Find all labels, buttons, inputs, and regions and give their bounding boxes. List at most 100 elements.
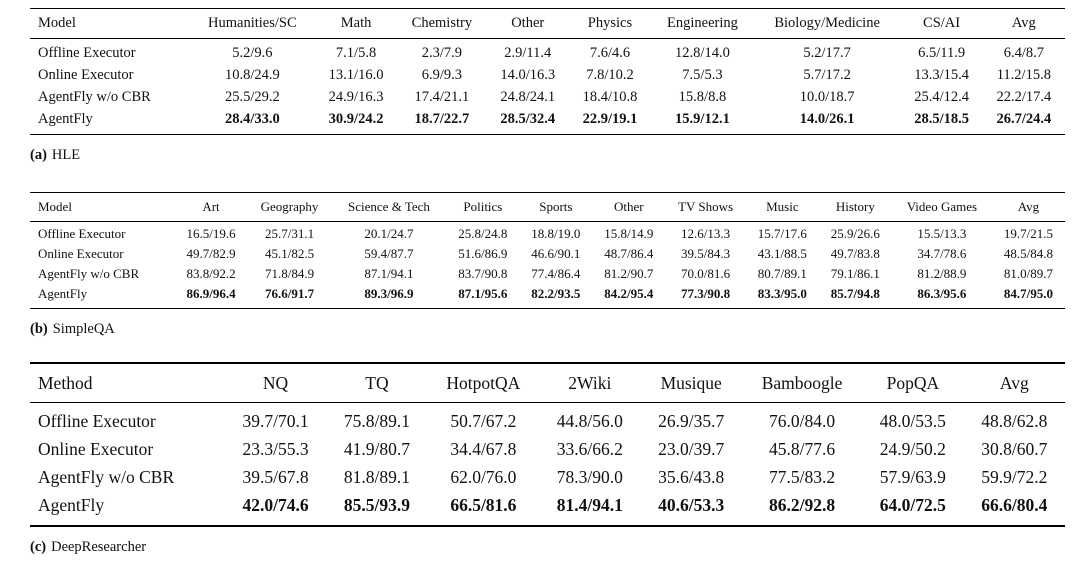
column-header: Science & Tech [331,192,447,222]
metric-cell: 23.3/55.3 [242,439,309,459]
table-section-simpleqa: Model Art Geography Science & Tech Politics S… [30,192,1065,338]
column-header: Musique [640,363,742,403]
metric-cell: 14.0/26.1 [799,111,855,127]
metric-cell: 59.4/87.7 [364,246,414,261]
results-tables-page: Model Humanities/SC Math Chemistry Other Phys… [30,8,1065,556]
metric-cell: 83.7/90.8 [458,266,508,281]
table-row: AgentFly 42.0/74.6 85.5/93.9 66.5/81.6 81.4/… [30,491,1065,526]
metric-cell: 7.5/5.3 [682,67,723,83]
metric-cell: 42.0/74.6 [242,495,309,515]
metric-cell: 81.2/88.9 [917,266,967,281]
metric-cell: 18.8/19.0 [531,226,581,241]
metric-cell: 81.8/89.1 [343,467,410,487]
metric-cell: 26.7/24.4 [996,111,1052,127]
row-label: AgentFly [38,111,93,127]
row-label: AgentFly w/o CBR [38,467,175,487]
column-header: Other [486,8,569,39]
column-header: Sports [519,192,593,222]
metric-cell: 30.8/60.7 [981,439,1048,459]
column-header: TQ [326,363,428,403]
metric-cell: 80.7/89.1 [757,266,807,281]
metric-cell: 77.4/86.4 [531,266,581,281]
column-header: Avg [982,8,1065,39]
table-row: AgentFly w/o CBR 39.5/67.8 81.8/89.1 62.0/7… [30,463,1065,491]
column-header: Art [174,192,248,222]
metric-cell: 77.5/83.2 [768,467,836,487]
column-header: TV Shows [665,192,746,222]
metric-cell: 16.5/19.6 [186,226,236,241]
metric-cell: 5.2/17.7 [803,45,851,61]
metric-cell: 78.3/90.0 [556,467,623,487]
metric-cell: 86.9/96.4 [186,286,236,301]
metric-cell: 41.9/80.7 [343,439,410,459]
caption-label: (a) [30,147,47,163]
metric-cell: 22.2/17.4 [996,89,1052,105]
column-header: Video Games [891,192,992,222]
metric-cell: 76.0/84.0 [768,411,836,431]
column-header: Politics [446,192,520,222]
caption-title: DeepResearcher [51,539,147,555]
metric-cell: 26.9/35.7 [658,411,725,431]
caption-label: (b) [30,321,48,337]
metric-cell: 5.2/9.6 [232,45,273,61]
column-header: Other [592,192,666,222]
metric-cell: 22.9/19.1 [582,111,638,127]
metric-cell: 11.2/15.8 [996,67,1051,83]
metric-cell: 86.2/92.8 [768,495,836,515]
column-header: Method [30,363,225,403]
metric-cell: 13.3/15.4 [914,67,969,83]
column-header: Avg [991,192,1065,222]
metric-cell: 66.6/80.4 [981,495,1048,515]
column-header: Geography [247,192,332,222]
metric-cell: 7.6/4.6 [589,45,631,61]
metric-cell: 85.5/93.9 [343,495,410,515]
metric-cell: 45.1/82.5 [264,246,315,261]
metric-cell: 83.8/92.2 [186,266,236,281]
metric-cell: 19.7/21.5 [1003,226,1054,241]
metric-cell: 6.5/11.9 [918,45,966,61]
metric-cell: 79.1/86.1 [830,266,880,281]
table-section-deepresearcher: Method NQ TQ HotpotQA 2Wiki Musique Bamboogle P… [30,362,1065,556]
metric-cell: 81.0/89.7 [1003,266,1054,281]
metric-cell: 28.5/18.5 [914,111,969,127]
metric-cell: 14.0/16.3 [500,67,556,83]
row-label: Offline Executor [38,226,126,241]
column-header: HotpotQA [427,363,540,403]
column-header: Chemistry [397,8,487,39]
row-label: Online Executor [38,67,134,83]
metric-cell: 18.4/10.8 [582,89,638,105]
column-header: CS/AI [900,8,983,39]
table-row: Online Executor 10.8/24.9 13.1/16.0 6.9/9.3… [30,64,1065,86]
metric-cell: 13.1/16.0 [328,67,384,83]
metric-cell: 44.8/56.0 [556,411,623,431]
header-row: Method NQ TQ HotpotQA 2Wiki Musique Bamboogle P… [30,363,1065,403]
metric-cell: 17.4/21.1 [414,89,470,105]
metric-cell: 59.9/72.2 [981,467,1048,487]
metric-cell: 25.5/29.2 [224,89,280,105]
row-label: Offline Executor [38,45,136,61]
metric-cell: 75.8/89.1 [343,411,410,431]
simpleqa-results-table: Model Art Geography Science & Tech Politics S… [30,192,1065,309]
table-caption-hle: (a) HLE [30,147,1065,164]
metric-cell: 6.9/9.3 [421,67,463,83]
table-row: Offline Executor 5.2/9.6 7.1/5.8 2.3/7.9 2.9… [30,39,1065,65]
table-row: AgentFly 28.4/33.0 30.9/24.2 18.7/22.7 28.5/… [30,108,1065,135]
metric-cell: 12.8/14.0 [675,45,730,61]
column-header: PopQA [862,363,964,403]
metric-cell: 7.1/5.8 [335,45,377,61]
metric-cell: 24.9/50.2 [879,439,946,459]
metric-cell: 62.0/76.0 [450,467,517,487]
table-row: AgentFly w/o CBR 25.5/29.2 24.9/16.3 17.4/2… [30,86,1065,108]
column-header: Avg [963,363,1065,403]
metric-cell: 40.6/53.3 [658,495,725,515]
metric-cell: 2.3/7.9 [421,45,463,61]
metric-cell: 85.7/94.8 [830,286,880,301]
metric-cell: 35.6/43.8 [658,467,725,487]
table-row: Online Executor 49.7/82.9 45.1/82.5 59.4/87… [30,244,1065,264]
hle-results-table: Model Humanities/SC Math Chemistry Other Phys… [30,8,1065,135]
column-header: Model [30,192,175,222]
column-header: Music [745,192,819,222]
metric-cell: 39.7/70.1 [242,411,309,431]
metric-cell: 57.9/63.9 [879,467,946,487]
metric-cell: 39.5/67.8 [242,467,309,487]
